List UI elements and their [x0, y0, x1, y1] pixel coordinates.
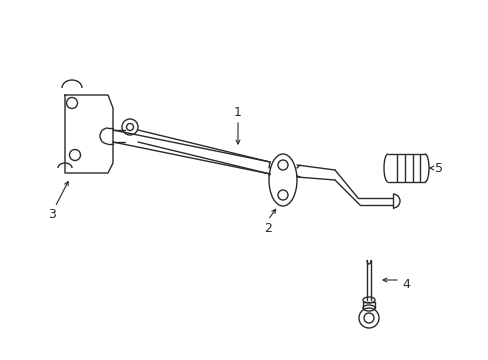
Text: 1: 1 — [234, 105, 242, 118]
Text: 5: 5 — [434, 162, 442, 175]
Text: 2: 2 — [264, 221, 271, 234]
Text: 3: 3 — [48, 208, 56, 221]
Text: 4: 4 — [401, 279, 409, 292]
